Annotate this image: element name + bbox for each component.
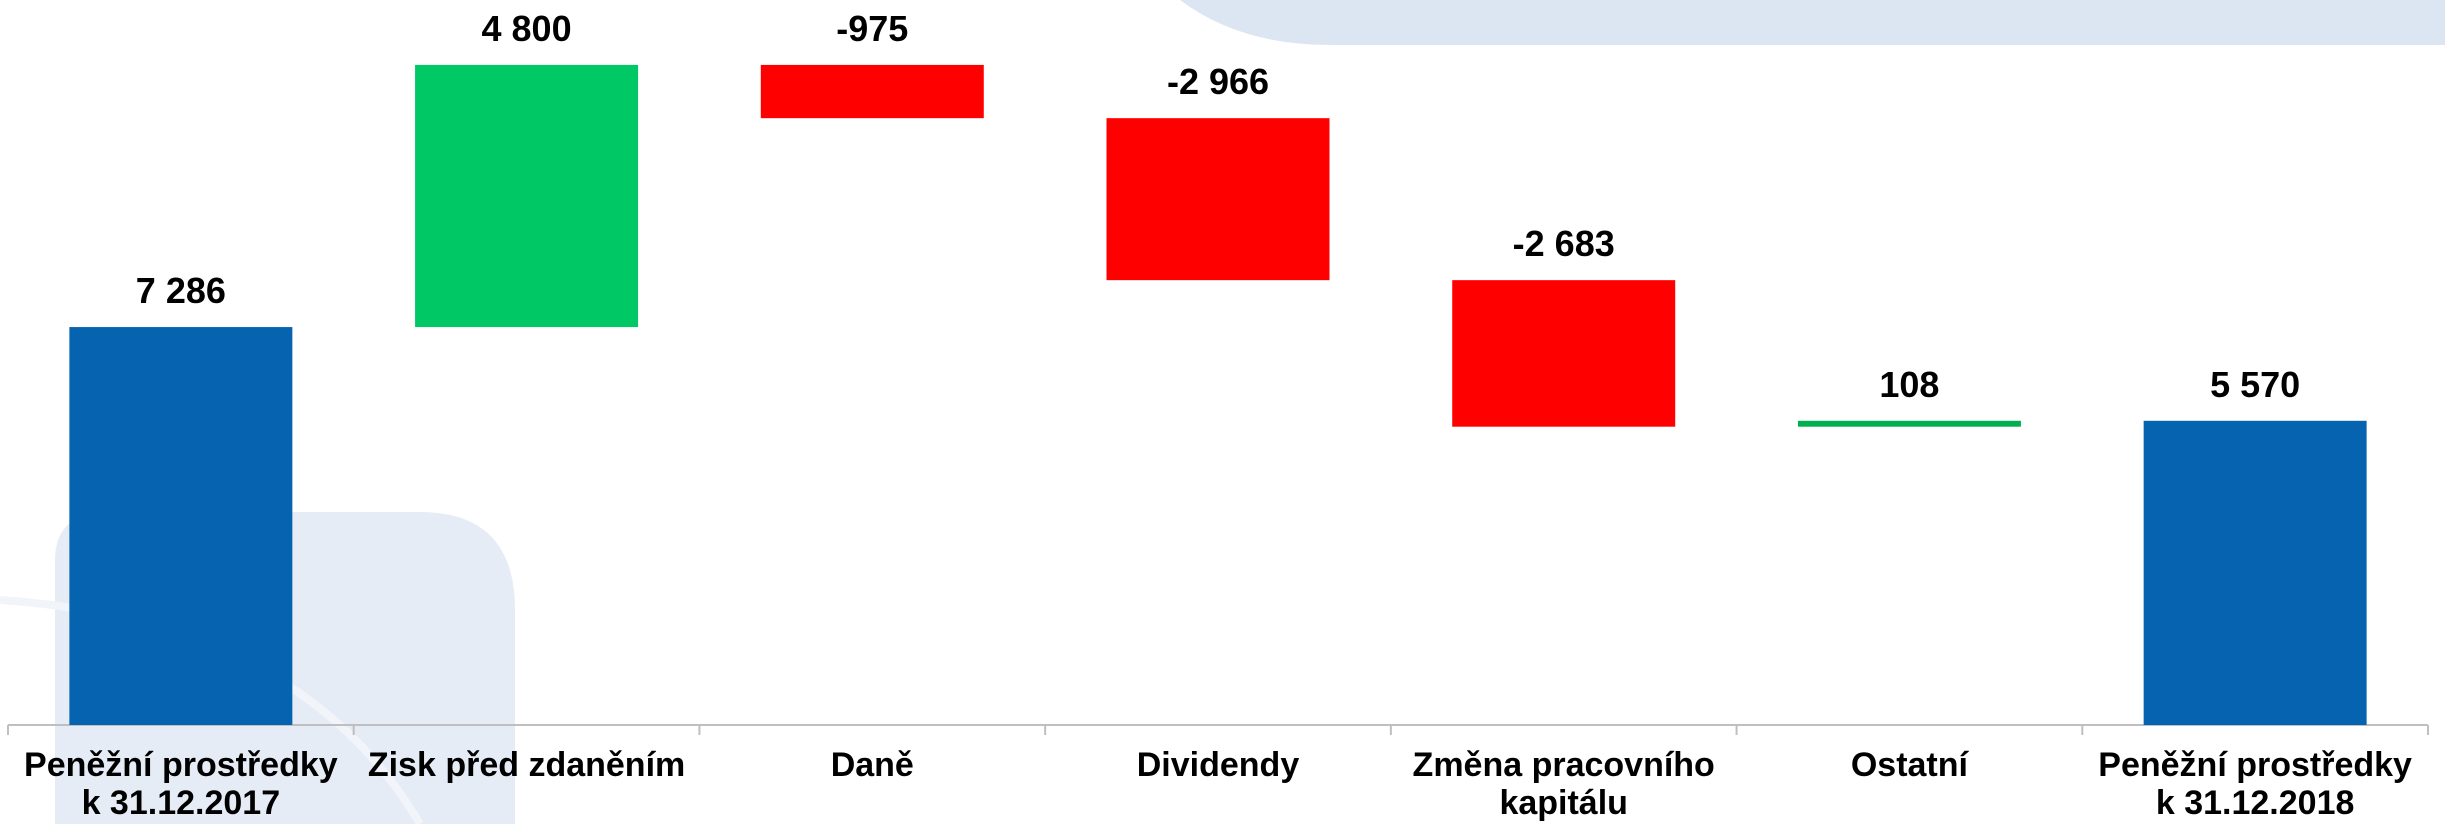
- x-tick-label: Peněžní prostředky k 31.12.2017: [24, 746, 338, 822]
- x-tick-label: Zisk před zdaněním: [367, 746, 686, 784]
- background-shape: [1180, 0, 2445, 45]
- bar: [69, 327, 293, 725]
- bar: [760, 64, 984, 119]
- bar: [415, 64, 639, 328]
- value-label: 4 800: [482, 8, 572, 49]
- value-label: -2 966: [1167, 61, 1269, 102]
- value-label: 5 570: [2210, 364, 2300, 405]
- value-label: 108: [1879, 364, 1939, 405]
- value-label: -2 683: [1513, 223, 1615, 264]
- x-tick-label: Ostatní: [1850, 746, 1968, 784]
- x-tick-label: Dividendy: [1136, 746, 1300, 784]
- value-label: 7 286: [136, 270, 226, 311]
- bar: [1452, 280, 1676, 427]
- bar: [1106, 118, 1330, 281]
- value-label: -975: [836, 8, 908, 49]
- bar: [1797, 420, 2021, 427]
- bar: [2143, 420, 2367, 725]
- x-tick-label: Změna pracovního kapitálu: [1412, 746, 1715, 822]
- x-tick-label: Daně: [830, 746, 914, 784]
- x-tick-label: Peněžní prostředky k 31.12.2018: [2098, 746, 2412, 822]
